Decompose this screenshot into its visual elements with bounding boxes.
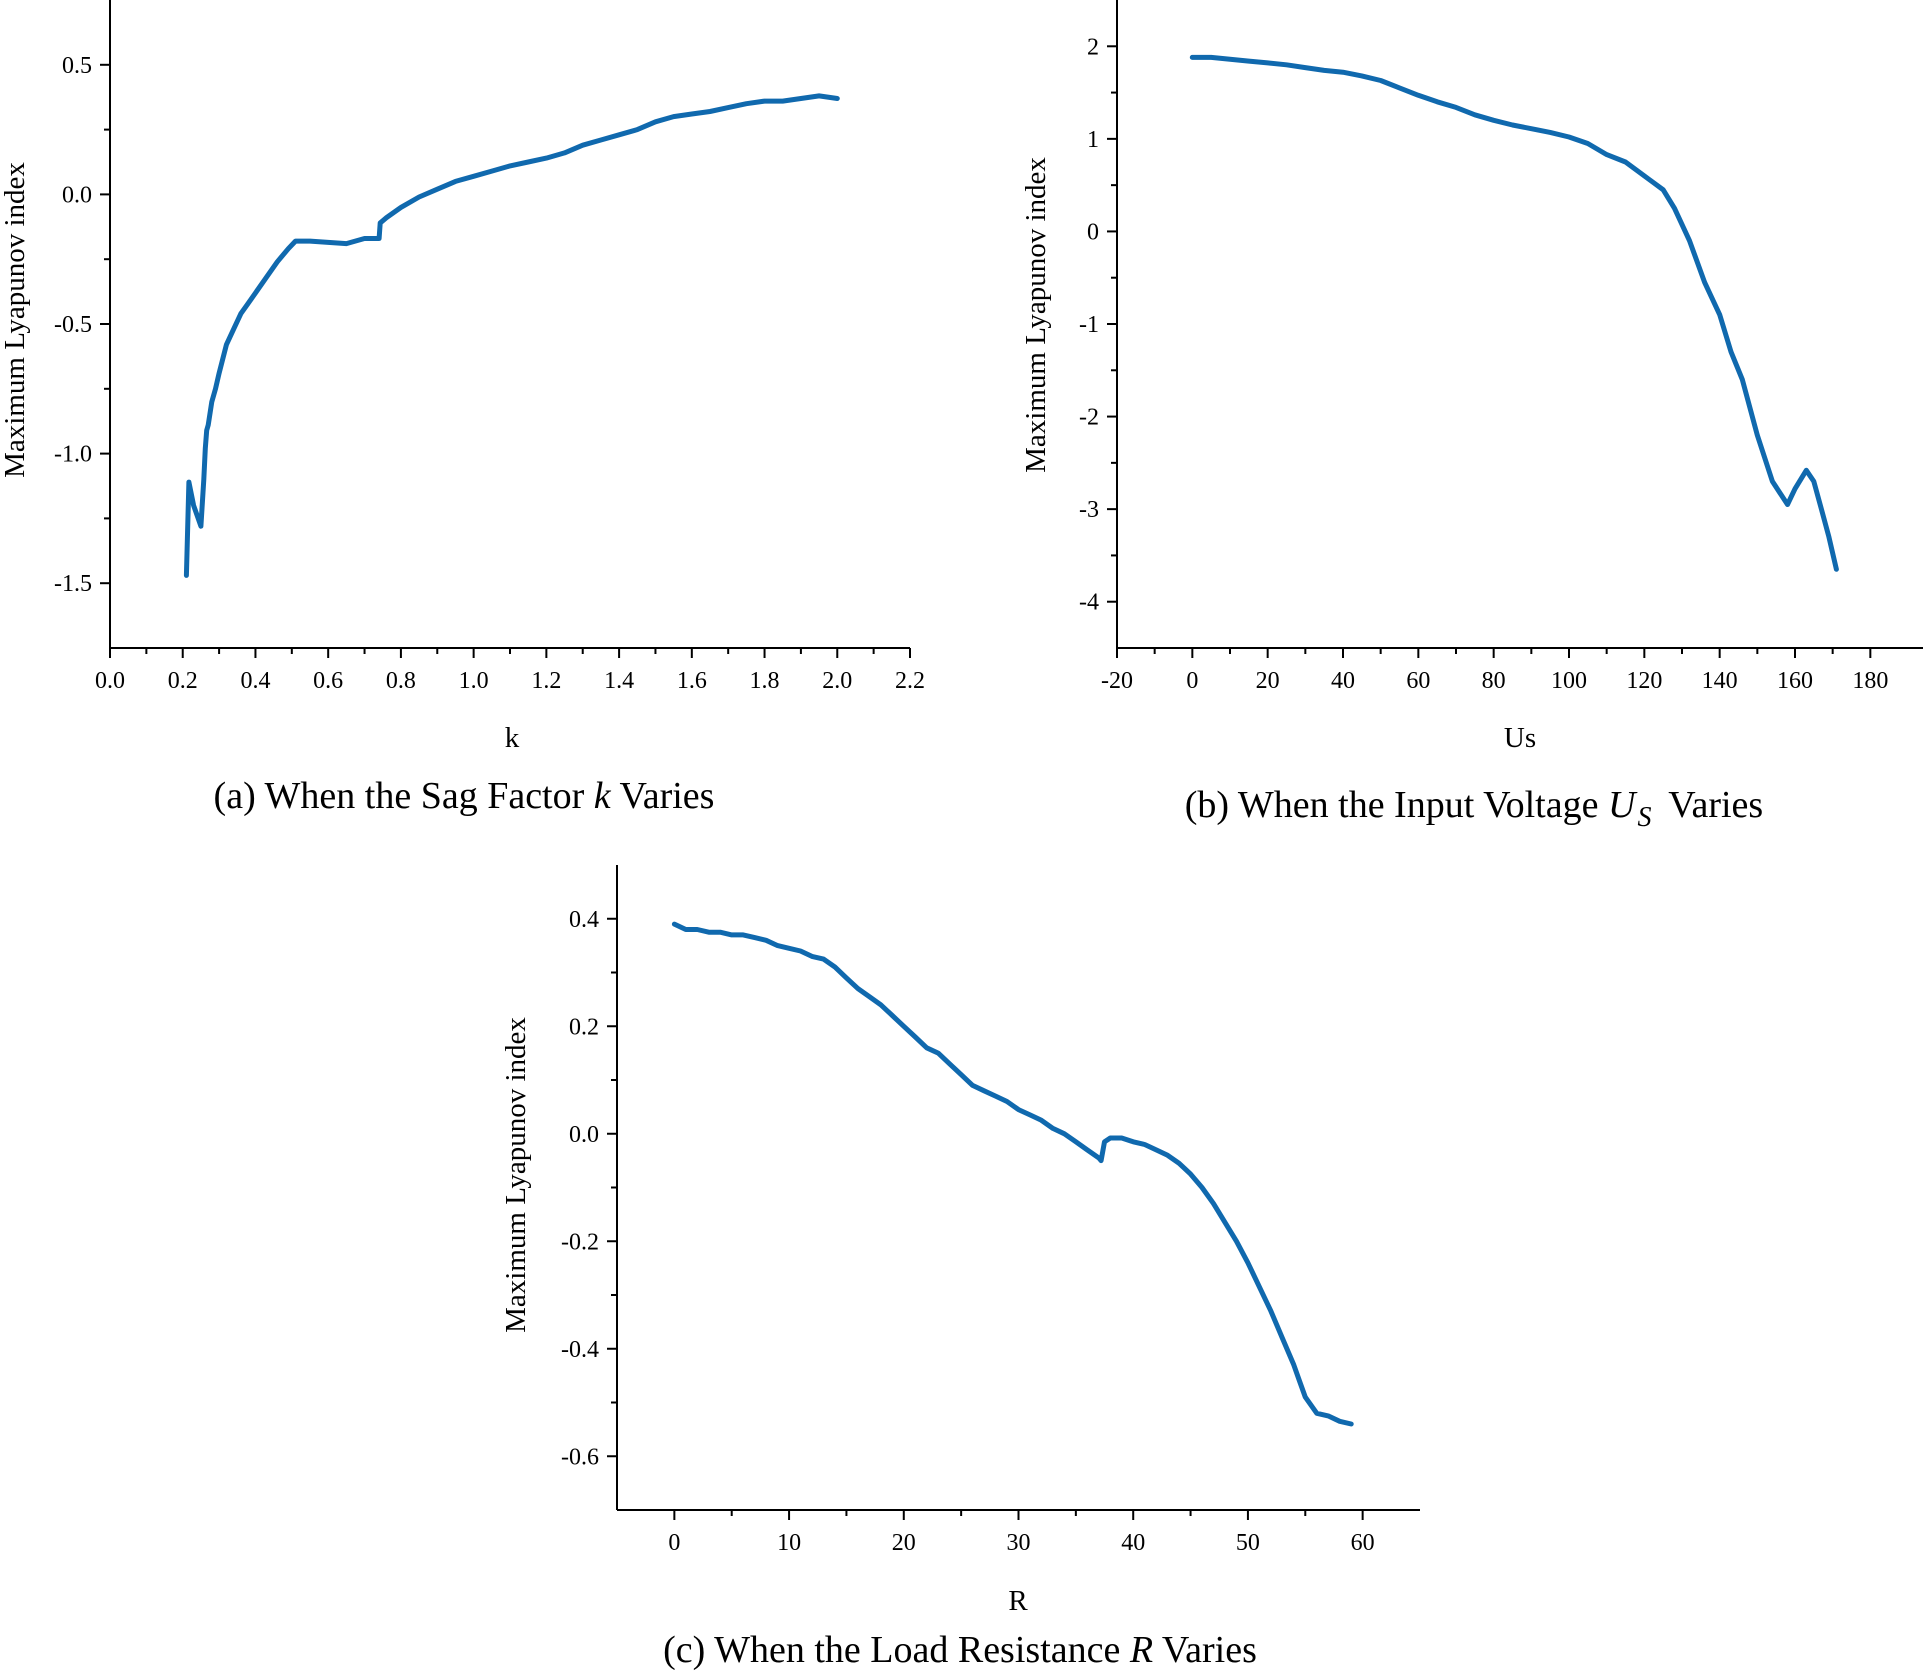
x-tick-label: 160 — [1777, 668, 1813, 694]
x-tick-label: 30 — [1007, 1530, 1031, 1556]
y-tick-label: -0.2 — [561, 1229, 599, 1255]
caption-prefix: (b) When the Input Voltage — [1185, 784, 1608, 826]
x-tick-label: 2.2 — [895, 668, 925, 694]
series-line — [183, 93, 840, 578]
y-tick-label: -4 — [1079, 590, 1099, 616]
x-tick-label: 100 — [1551, 668, 1587, 694]
x-tick-label: 0 — [1186, 668, 1198, 694]
x-tick-label: 10 — [777, 1530, 801, 1556]
x-tick-label: 1.6 — [677, 668, 707, 694]
series-line — [671, 921, 1354, 1427]
x-tick-label: 140 — [1702, 668, 1738, 694]
caption-prefix: (a) When the Sag Factor — [214, 775, 594, 817]
caption-subscript: S — [1637, 802, 1651, 833]
y-ticks: -4 -3 -2 -1 0 1 2 — [1079, 34, 1117, 616]
y-tick-label: -0.6 — [561, 1444, 599, 1470]
caption-variable: R — [1129, 1629, 1153, 1671]
chart-panel-c: 0 10 20 30 40 50 60 -0.6 -0.4 -0.2 0.0 0.2 0.4 R Ma… — [500, 865, 1420, 1671]
x-tick-label: 0.2 — [168, 668, 198, 694]
x-tick-label: 50 — [1236, 1530, 1260, 1556]
y-tick-label: 1 — [1087, 127, 1099, 153]
x-tick-label: 0.8 — [386, 668, 416, 694]
x-tick-label: 0.6 — [313, 668, 343, 694]
x-tick-label: 40 — [1121, 1530, 1145, 1556]
y-tick-label: -3 — [1079, 497, 1099, 523]
x-tick-label: 60 — [1351, 1530, 1375, 1556]
x-tick-label: 1.2 — [531, 668, 561, 694]
caption: (c) When the Load Resistance R Varies — [663, 1629, 1257, 1671]
y-tick-label: 2 — [1087, 34, 1099, 60]
y-ticks: -0.6 -0.4 -0.2 0.0 0.2 0.4 — [561, 907, 617, 1470]
x-tick-label: -20 — [1101, 668, 1133, 694]
series-line — [1189, 54, 1839, 572]
x-ticks: 0.0 0.2 0.4 0.6 0.8 1.0 1.2 1.4 1.6 1.8 2.0 2.2 — [95, 648, 925, 694]
caption-suffix: Varies — [611, 775, 715, 817]
caption: (a) When the Sag Factor k Varies — [214, 775, 715, 817]
chart-panel-b: -20 0 20 40 60 80 100 120 140 160 180 -4-3-2-1012 … — [1020, 0, 1923, 833]
y-tick-label: 0.5 — [62, 53, 92, 79]
caption-suffix: Varies — [1153, 1629, 1257, 1671]
x-tick-label: 0.4 — [240, 668, 270, 694]
y-tick-label: -1.0 — [54, 442, 92, 468]
x-axis-title: R — [1008, 1585, 1028, 1617]
y-tick-label: 0.4 — [569, 907, 599, 933]
caption-suffix: Varies — [1659, 784, 1763, 826]
y-axis-title: Maximum Lyapunov index — [500, 1017, 532, 1333]
x-tick-label: 40 — [1331, 668, 1355, 694]
x-axis-title: Us — [1504, 722, 1536, 754]
x-tick-label: 20 — [1256, 668, 1280, 694]
x-tick-label: 0.0 — [95, 668, 125, 694]
x-tick-label: 20 — [892, 1530, 916, 1556]
y-tick-label: -2 — [1079, 405, 1099, 431]
x-tick-label: 180 — [1852, 668, 1888, 694]
x-ticks: -20 0 20 40 60 80 100 120 140 160 180 — [1101, 648, 1888, 694]
y-axis-title: Maximum Lyapunov index — [0, 162, 31, 478]
y-tick-label: -0.4 — [561, 1337, 599, 1363]
x-tick-label: 1.8 — [750, 668, 780, 694]
x-tick-label: 1.0 — [459, 668, 489, 694]
x-tick-label: 80 — [1482, 668, 1506, 694]
caption-variable: U — [1608, 784, 1638, 826]
y-tick-label: 0.0 — [62, 182, 92, 208]
y-tick-label: 0.2 — [569, 1014, 599, 1040]
x-tick-label: 0 — [668, 1530, 680, 1556]
y-tick-label: -1.5 — [54, 571, 92, 597]
x-tick-label: 60 — [1406, 668, 1430, 694]
x-tick-label: 120 — [1626, 668, 1662, 694]
x-tick-label: 2.0 — [822, 668, 852, 694]
caption: (b) When the Input Voltage US Varies — [1185, 784, 1763, 833]
y-ticks: -1.5 -1.0 -0.5 0.0 0.5 — [54, 53, 110, 597]
y-tick-label: 0 — [1087, 219, 1099, 245]
x-tick-label: 1.4 — [604, 668, 634, 694]
y-tick-label: -1 — [1079, 312, 1099, 338]
y-tick-label: -0.5 — [54, 312, 92, 338]
x-axis-title: k — [505, 722, 520, 754]
y-axis-title: Maximum Lyapunov index — [1020, 157, 1052, 473]
chart-panel-a: 0.0 0.2 0.4 0.6 0.8 1.0 1.2 1.4 1.6 1.8 2.0 2.2 -1.… — [0, 0, 925, 817]
caption-variable: k — [594, 775, 612, 817]
y-tick-label: 0.0 — [569, 1122, 599, 1148]
caption-prefix: (c) When the Load Resistance — [663, 1629, 1130, 1671]
x-ticks: 0 10 20 30 40 50 60 — [668, 1510, 1375, 1556]
